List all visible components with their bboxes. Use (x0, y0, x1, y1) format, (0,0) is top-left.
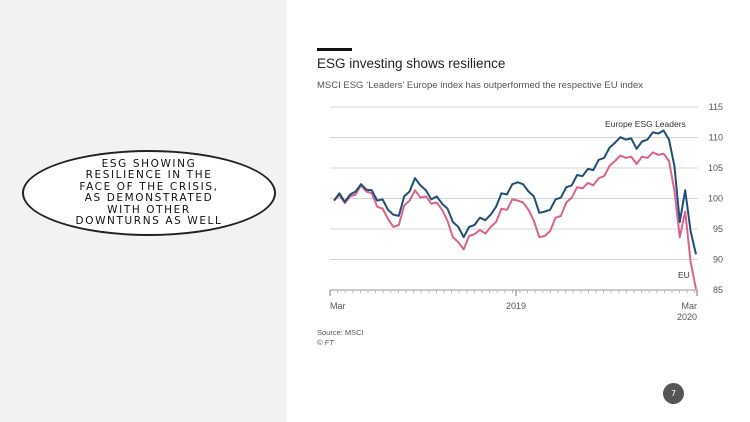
title-rule (317, 48, 352, 51)
x-tick-label-2: Mar 2020 (677, 301, 697, 322)
annotation-eu: EU (678, 270, 690, 280)
callout-text: ESG SHOWING RESILIENCE IN THE FACE OF TH… (75, 157, 223, 227)
y-tick-label-100: 100 (708, 194, 723, 204)
x-tick-label-0: Mar (330, 301, 346, 311)
x-tick-label-1: 2019 (506, 301, 526, 311)
y-tick-label-90: 90 (713, 255, 723, 265)
chart-source: Source: MSCI (317, 328, 364, 337)
callout-ellipse: ESG SHOWING RESILIENCE IN THE FACE OF TH… (22, 150, 276, 236)
series-line-eu (333, 151, 697, 290)
chart-title: ESG investing shows resilience (317, 56, 506, 71)
chart-panel (287, 0, 750, 422)
annotation-europe-esg-leaders: Europe ESG Leaders (605, 119, 686, 129)
y-tick-label-85: 85 (713, 285, 723, 295)
series-line-europe-esg-leaders (333, 129, 697, 255)
y-tick-label-110: 110 (709, 133, 723, 143)
page-number-badge: 7 (663, 383, 684, 404)
chart-credit: © FT (317, 338, 334, 347)
y-tick-label-115: 115 (709, 102, 723, 112)
chart-subtitle: MSCI ESG ‘Leaders’ Europe index has outp… (317, 80, 643, 91)
y-tick-label-105: 105 (708, 163, 723, 173)
y-tick-label-95: 95 (713, 224, 723, 234)
